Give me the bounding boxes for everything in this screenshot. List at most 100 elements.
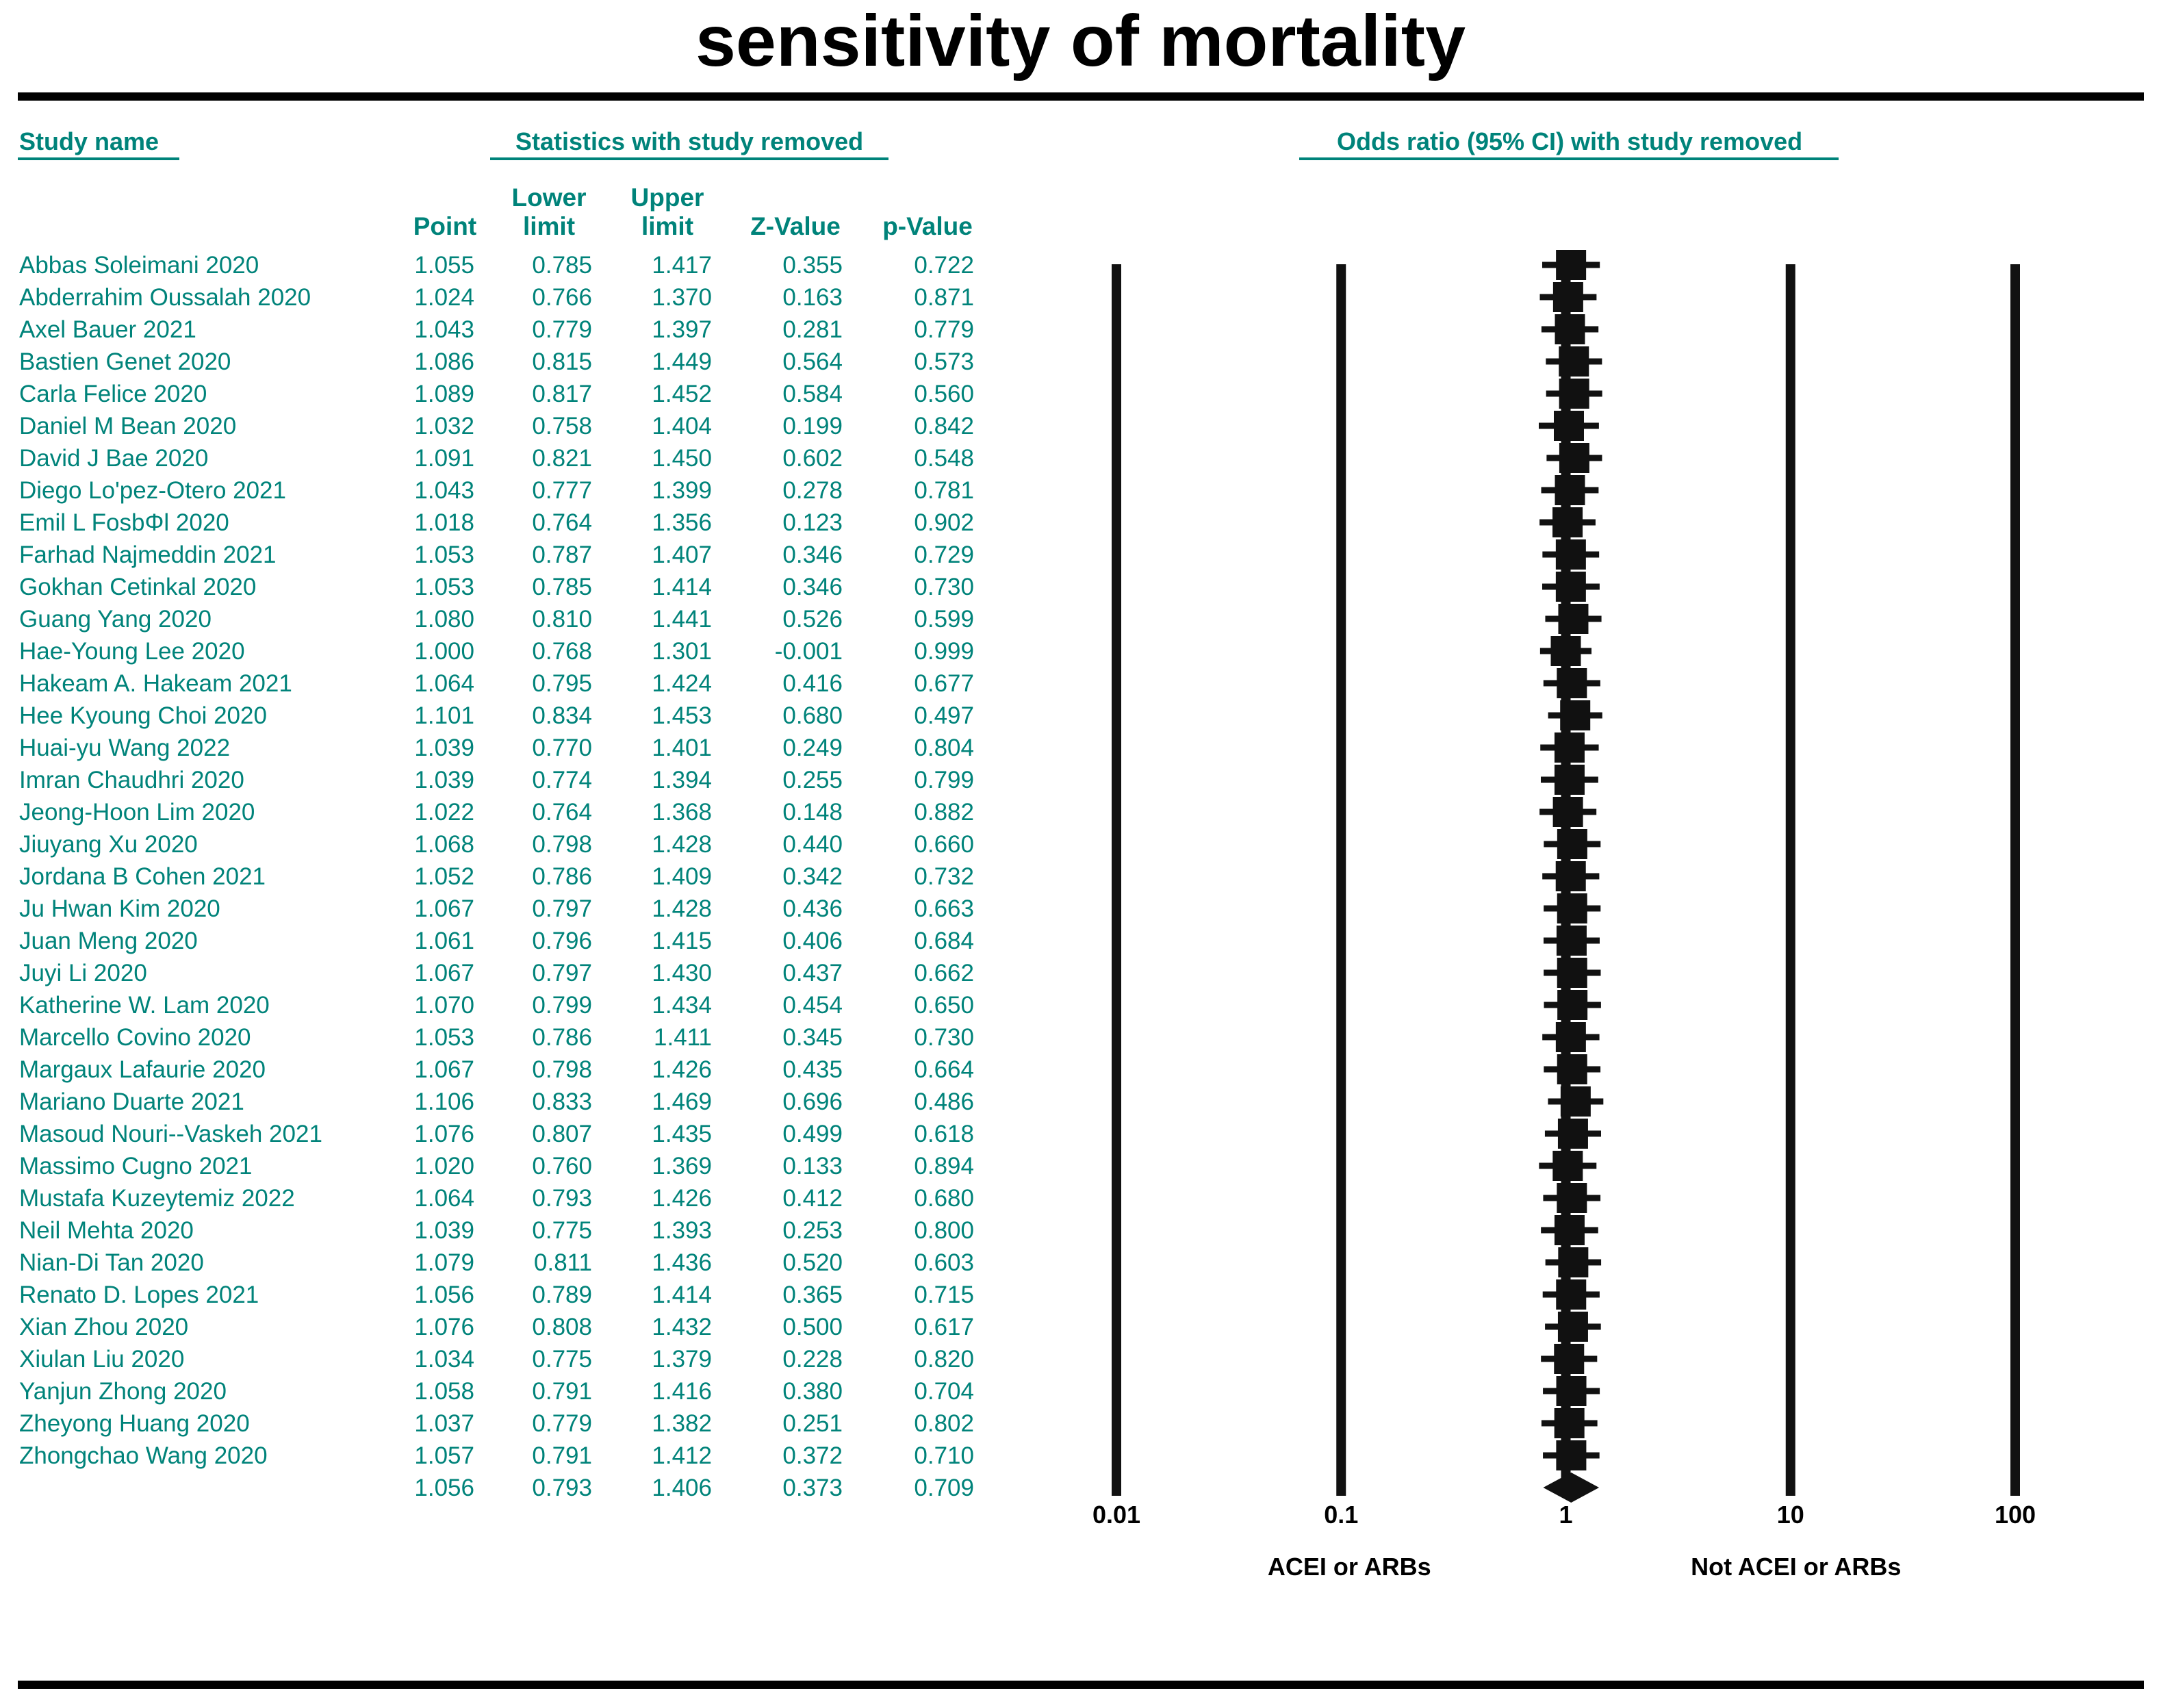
point-estimate-marker [1557, 1054, 1587, 1084]
study-name: Huai-yu Wang 2022 [19, 735, 231, 761]
table-row: Hee Kyoung Choi 2020 1.101 0.834 1.453 0.680… [0, 700, 1027, 732]
lower-limit-value: 0.815 [532, 348, 592, 375]
point-estimate-marker [1556, 1376, 1587, 1406]
summary-p: 0.709 [914, 1475, 974, 1501]
point-estimate-marker [1557, 958, 1587, 988]
table-row: Zhongchao Wang 2020 1.057 0.791 1.412 0.372 0… [0, 1440, 1027, 1472]
table-row: Jeong-Hoon Lim 2020 1.022 0.764 1.368 0.148 0… [0, 796, 1027, 828]
point-value: 1.043 [414, 477, 474, 504]
table-row: Renato D. Lopes 2021 1.056 0.789 1.414 0.365… [0, 1279, 1027, 1311]
z-value: 0.440 [782, 831, 843, 858]
point-estimate-marker [1559, 443, 1589, 473]
upper-limit-value: 1.435 [652, 1121, 712, 1147]
point-estimate-marker [1552, 282, 1583, 312]
lower-limit-value: 0.779 [532, 316, 592, 343]
table-row: Yanjun Zhong 2020 1.058 0.791 1.416 0.380 0.7… [0, 1375, 1027, 1407]
study-name: Masoud Nouri--Vaskeh 2021 [19, 1121, 322, 1147]
point-value: 1.053 [414, 1024, 474, 1051]
table-row: Hae-Young Lee 2020 1.000 0.768 1.301 -0.001 0… [0, 635, 1027, 667]
study-name: Mariano Duarte 2021 [19, 1088, 244, 1115]
lower-limit-value: 0.798 [532, 831, 592, 858]
column-p-value: p-Value [882, 212, 973, 240]
study-name: David J Bae 2020 [19, 445, 209, 472]
column-lower-2: limit [522, 212, 576, 240]
p-value: 0.730 [914, 574, 974, 600]
point-estimate-marker [1557, 1119, 1588, 1149]
table-row: Margaux Lafaurie 2020 1.067 0.798 1.426 0.43… [0, 1054, 1027, 1086]
study-name: Hee Kyoung Choi 2020 [19, 702, 267, 729]
point-value: 1.058 [414, 1378, 474, 1405]
lower-limit-value: 0.796 [532, 928, 592, 954]
p-value: 0.781 [914, 477, 974, 504]
table-row: David J Bae 2020 1.091 0.821 1.450 0.602 0.54… [0, 442, 1027, 474]
z-value: 0.255 [782, 767, 843, 793]
point-value: 1.067 [414, 960, 474, 986]
study-name: Yanjun Zhong 2020 [19, 1378, 227, 1405]
p-value: 0.684 [914, 928, 974, 954]
upper-limit-value: 1.428 [652, 895, 712, 922]
upper-limit-value: 1.356 [652, 509, 712, 536]
study-name: Guang Yang 2020 [19, 606, 212, 633]
z-value: 0.278 [782, 477, 843, 504]
z-value: 0.133 [782, 1153, 843, 1180]
p-value: 0.662 [914, 960, 974, 986]
table-row: Ju Hwan Kim 2020 1.067 0.797 1.428 0.436 0.66… [0, 893, 1027, 925]
p-value: 0.842 [914, 413, 974, 439]
point-value: 1.056 [414, 1282, 474, 1308]
z-value: 0.346 [782, 574, 843, 600]
study-name: Emil L FosbΦl 2020 [19, 509, 229, 536]
p-value: 0.779 [914, 316, 974, 343]
z-value: 0.380 [782, 1378, 843, 1405]
table-row: Masoud Nouri--Vaskeh 2021 1.076 0.807 1.435… [0, 1118, 1027, 1150]
point-estimate-marker [1558, 1247, 1589, 1277]
study-name: Ju Hwan Kim 2020 [19, 895, 220, 922]
study-name: Massimo Cugno 2021 [19, 1153, 253, 1180]
p-value: 0.802 [914, 1410, 974, 1437]
point-estimate-marker [1552, 507, 1583, 537]
upper-limit-value: 1.409 [652, 863, 712, 890]
lower-limit-value: 0.768 [532, 638, 592, 665]
lower-limit-value: 0.775 [532, 1346, 592, 1373]
point-value: 1.055 [414, 252, 474, 279]
lower-limit-value: 0.808 [532, 1314, 592, 1340]
p-value: 0.599 [914, 606, 974, 633]
table-row: Massimo Cugno 2021 1.020 0.760 1.369 0.133 0.… [0, 1150, 1027, 1182]
study-name: Abderrahim Oussalah 2020 [19, 284, 311, 311]
point-value: 1.086 [414, 348, 474, 375]
lower-limit-value: 0.811 [534, 1249, 592, 1276]
table-row: Xiulan Liu 2020 1.034 0.775 1.379 0.228 0.820 [0, 1343, 1027, 1375]
upper-limit-value: 1.436 [652, 1249, 712, 1276]
point-value: 1.106 [414, 1088, 474, 1115]
upper-limit-value: 1.397 [652, 316, 712, 343]
p-value: 0.573 [914, 348, 974, 375]
x-tick-label: 1 [1559, 1501, 1572, 1529]
summary-lower: 0.793 [532, 1475, 592, 1501]
point-estimate-marker [1554, 1344, 1585, 1374]
summary-z: 0.373 [782, 1475, 843, 1501]
z-value: 0.680 [782, 702, 843, 729]
z-value: 0.454 [782, 992, 843, 1019]
z-value: 0.584 [782, 381, 843, 407]
point-estimate-marker [1555, 539, 1586, 570]
odds-ratio-header: Odds ratio (95% CI) with study removed [1337, 127, 1803, 155]
odds-ratio-underline [1299, 157, 1839, 160]
table-row: Neil Mehta 2020 1.039 0.775 1.393 0.253 0.800 [0, 1214, 1027, 1247]
study-name: Gokhan Cetinkal 2020 [19, 574, 257, 600]
table-row: Gokhan Cetinkal 2020 1.053 0.785 1.414 0.346… [0, 571, 1027, 603]
upper-limit-value: 1.426 [652, 1185, 712, 1212]
summary-upper: 1.406 [652, 1475, 712, 1501]
point-value: 1.039 [414, 735, 474, 761]
z-value: 0.123 [782, 509, 843, 536]
upper-limit-value: 1.441 [652, 606, 712, 633]
upper-limit-value: 1.412 [652, 1442, 712, 1469]
column-lower-1: Lower [511, 183, 587, 212]
p-value: 0.680 [914, 1185, 974, 1212]
z-value: 0.345 [782, 1024, 843, 1051]
z-value: 0.437 [782, 960, 843, 986]
point-value: 1.067 [414, 895, 474, 922]
p-value: 0.650 [914, 992, 974, 1019]
z-value: 0.228 [782, 1346, 843, 1373]
upper-limit-value: 1.424 [652, 670, 712, 697]
lower-limit-value: 0.786 [532, 1024, 592, 1051]
point-estimate-marker [1555, 314, 1585, 344]
